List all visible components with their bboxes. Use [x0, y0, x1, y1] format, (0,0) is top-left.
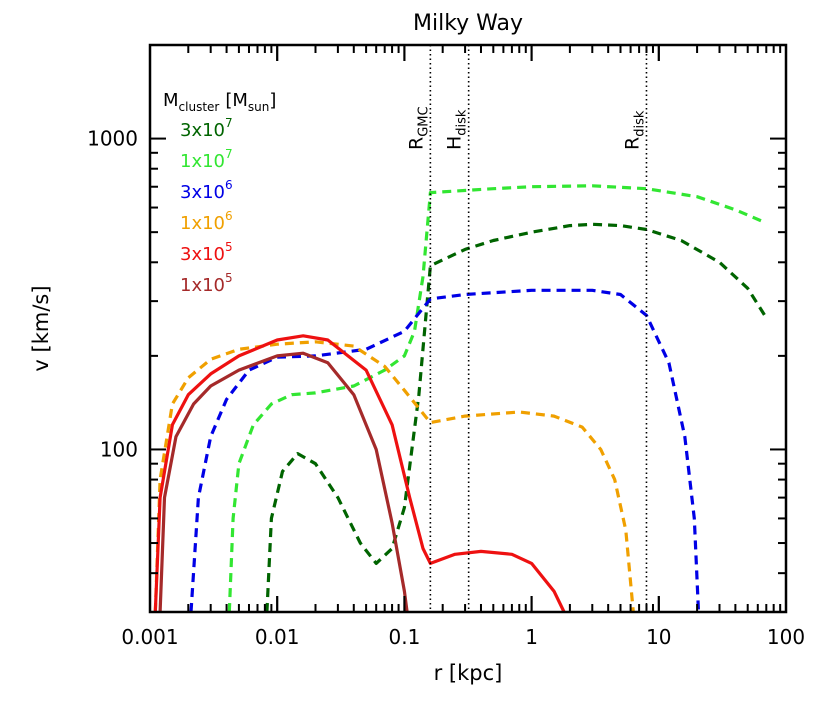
- legend-entry-base: 1x10: [180, 151, 225, 172]
- legend-entry-2: 1x107: [180, 147, 233, 172]
- x-tick-label: 0.01: [255, 625, 300, 649]
- legend-entry-1: 3x107: [180, 116, 233, 141]
- vline-label-1: RGMC: [405, 106, 431, 150]
- x-tick-label: 0.001: [121, 625, 178, 649]
- legend-title-sub: cluster: [179, 100, 220, 114]
- legend-title-unit-open: [M: [225, 90, 248, 111]
- vline-label-main: R: [621, 137, 643, 150]
- x-tick-label: 0.1: [388, 625, 420, 649]
- legend-entry-base: 1x10: [180, 275, 225, 296]
- legend-entry-exponent: 7: [225, 116, 233, 130]
- vline-label-main: H: [444, 136, 466, 150]
- legend-entry-exponent: 6: [225, 178, 233, 192]
- legend-entry-base: 3x10: [180, 182, 225, 203]
- legend-entry-base: 3x10: [180, 244, 225, 265]
- legend-title: Mcluster [Msun]: [163, 90, 276, 114]
- legend-entry-base: 1x10: [180, 213, 225, 234]
- legend-entry-4: 1x106: [180, 209, 233, 234]
- chart-title: Milky Way: [413, 11, 523, 36]
- legend-entry-exponent: 5: [225, 240, 233, 254]
- legend-entry-6: 1x105: [180, 271, 233, 296]
- vline-label-3: Rdisk: [621, 110, 647, 150]
- legend-entry-exponent: 6: [225, 209, 233, 223]
- vline-label-sub: disk: [632, 110, 647, 137]
- vline-label-main: R: [405, 137, 427, 150]
- vline-label-2: Hdisk: [444, 109, 470, 150]
- legend-entry-5: 3x105: [180, 240, 233, 265]
- legend-title-unit-sub: sun: [248, 100, 269, 114]
- series-line-2: [227, 184, 767, 613]
- legend-title-unit-close: ]: [269, 90, 276, 111]
- x-tick-label: 100: [767, 625, 805, 649]
- vline-label-sub: GMC: [416, 106, 431, 136]
- x-axis-label: r [kpc]: [434, 661, 503, 685]
- legend-entry-exponent: 5: [225, 271, 233, 285]
- series-layer: [153, 184, 768, 613]
- x-tick-label: 10: [646, 625, 671, 649]
- plot-frame: [148, 43, 788, 614]
- legend-entry-base: 3x10: [180, 120, 225, 141]
- series-line-4: [153, 340, 635, 613]
- series-line-5: [153, 334, 566, 613]
- y-tick-label: 100: [100, 437, 138, 461]
- legend-entry-exponent: 7: [225, 147, 233, 161]
- legend: Mcluster [Msun] 3x1071x1073x1061x1063x105…: [163, 90, 276, 296]
- series-line-1: [265, 222, 768, 613]
- y-axis-label: v [km/s]: [29, 285, 53, 371]
- legend-entry-3: 3x106: [180, 178, 233, 203]
- series-line-6: [158, 351, 409, 613]
- y-tick-label: 1000: [87, 127, 138, 151]
- vline-label-sub: disk: [455, 109, 470, 136]
- legend-title-main: M: [163, 90, 179, 111]
- series-line-3: [189, 288, 701, 613]
- x-tick-label: 1: [525, 625, 538, 649]
